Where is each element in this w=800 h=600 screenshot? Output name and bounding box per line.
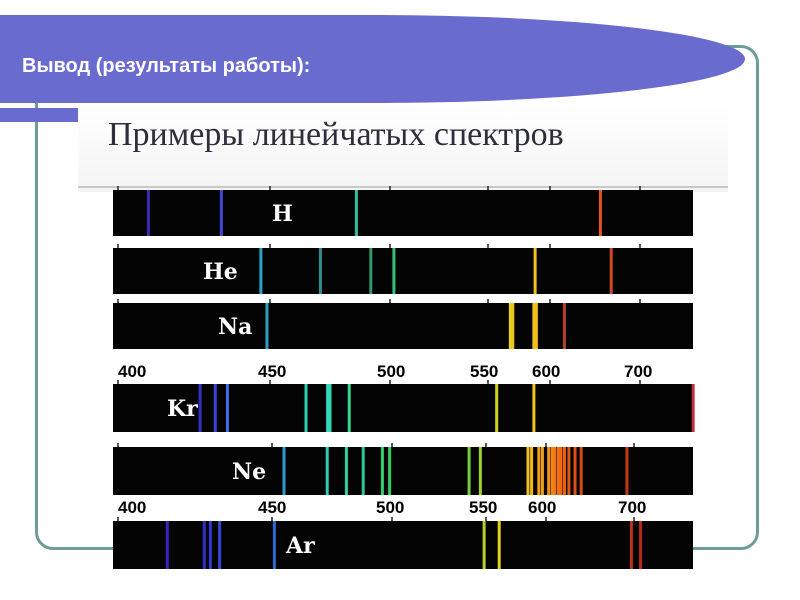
spectral-line [344, 447, 348, 495]
spectral-line [361, 447, 365, 495]
spectral-line [598, 190, 602, 236]
axis-tick-label: 700 [618, 498, 646, 517]
spectral-line [625, 447, 629, 495]
spectral-line [325, 447, 329, 495]
spectral-line [540, 447, 544, 495]
spectral-line [213, 384, 217, 432]
spectral-line [562, 303, 566, 349]
chart-subtitle: Примеры линейчатых спектров [108, 116, 564, 153]
spectral-line [579, 447, 583, 495]
axis-tick-label: 500 [376, 498, 404, 517]
spectral-line [495, 384, 499, 432]
axis-tick-label: 500 [377, 362, 405, 381]
header-stripe [0, 108, 78, 122]
spectral-line [259, 248, 263, 294]
axis-tick-label: 450 [258, 362, 286, 381]
spectral-line [467, 447, 471, 495]
spectral-line [392, 248, 396, 294]
spectral-line [388, 447, 392, 495]
spectral-line [165, 521, 169, 569]
spectral-line [508, 303, 512, 349]
axis-tick-label: 400 [118, 362, 146, 381]
spectral-line [146, 190, 150, 236]
spectral-line [537, 447, 541, 495]
spectral-line [497, 521, 501, 569]
spectral-line [547, 447, 551, 495]
spectral-line [550, 447, 554, 495]
element-label-kr: Kr [167, 396, 198, 422]
spectral-line [225, 384, 229, 432]
subtitle-bar [78, 104, 728, 192]
spectral-line [198, 384, 202, 432]
spectral-line [304, 384, 308, 432]
axis-tick-label: 550 [469, 498, 497, 517]
spectrum-strip-ar [113, 521, 693, 569]
element-label-h: H [272, 201, 293, 227]
spectral-line [328, 384, 332, 432]
spectral-line [573, 447, 577, 495]
spectral-line [534, 303, 538, 349]
spectral-line [326, 384, 330, 432]
spectral-line [369, 248, 373, 294]
spectral-line [629, 521, 633, 569]
spectral-line [208, 521, 212, 569]
spectral-line [380, 447, 384, 495]
spectral-line [511, 303, 515, 349]
element-label-he: He [203, 259, 238, 285]
spectral-line [219, 190, 223, 236]
slide-header: Вывод (результаты работы): [0, 15, 745, 103]
spectral-line [639, 521, 643, 569]
spectral-line [532, 384, 536, 432]
spectrum-strip-kr [113, 384, 693, 432]
spectral-line [556, 447, 560, 495]
axis-tick-label: 450 [258, 498, 286, 517]
spectral-line [482, 521, 486, 569]
spectral-line [533, 248, 537, 294]
element-label-ar: Ar [285, 533, 315, 559]
spectrum-strip-na [113, 303, 693, 349]
spectral-line [202, 521, 206, 569]
axis-tick-label: 700 [624, 362, 652, 381]
spectral-line [347, 384, 351, 432]
spectral-line [272, 521, 276, 569]
axis-tick-label: 400 [118, 498, 146, 517]
spectrum-strip-ne [113, 447, 693, 495]
spectral-line [282, 447, 286, 495]
slide-title: Вывод (результаты работы): [22, 55, 311, 77]
spectral-line [532, 303, 536, 349]
spectral-line [478, 447, 482, 495]
axis-tick-label: 550 [470, 362, 498, 381]
axis-tick-label: 600 [528, 498, 556, 517]
element-label-na: Na [218, 314, 252, 340]
spectral-line [530, 447, 534, 495]
spectral-line [318, 248, 322, 294]
spectral-line [609, 248, 613, 294]
spectral-line [567, 447, 571, 495]
subtitle-divider [78, 186, 728, 188]
spectral-line [354, 190, 358, 236]
spectral-line [562, 447, 566, 495]
element-label-ne: Ne [232, 459, 266, 485]
spectrum-strip-h [113, 190, 693, 236]
spectral-line [218, 521, 222, 569]
spectral-line [691, 384, 695, 432]
spectral-line [559, 447, 563, 495]
spectrum-strip-he [113, 248, 693, 294]
spectral-line [526, 447, 530, 495]
spectral-line [265, 303, 269, 349]
axis-tick-label: 600 [532, 362, 560, 381]
spectral-line [553, 447, 557, 495]
